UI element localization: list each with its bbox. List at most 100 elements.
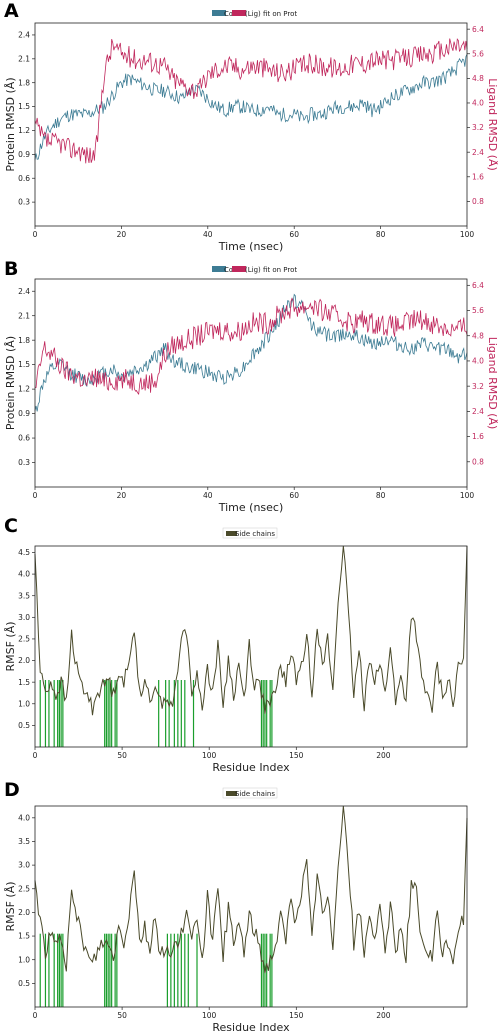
y-tick-label-b-0.3: 0.3: [18, 458, 30, 467]
y2-tick-label-a-4.8: 4.8: [472, 74, 484, 83]
legend-label-ligand-b: (Lig) fit on Prot: [245, 266, 297, 274]
y2-tick-label-b-4.8: 4.8: [472, 331, 484, 340]
y2-tick-label-a-2.4: 2.4: [472, 148, 484, 157]
y-tick-label-a-2.4: 2.4: [18, 31, 30, 40]
x-tick-label-a-40: 40: [203, 230, 213, 239]
panel-letter-d: D: [4, 779, 20, 801]
y-axis-label-d: RMSF (Å): [4, 881, 17, 931]
x-tick-label-d-200: 200: [376, 1011, 391, 1020]
y-tick-label-c-1.5: 1.5: [18, 678, 30, 687]
y-tick-label-b-2.1: 2.1: [18, 311, 30, 320]
x-axis-label-c: Residue Index: [212, 761, 290, 774]
x-tick-label-b-60: 60: [289, 491, 299, 500]
panel-letter-b: B: [4, 258, 19, 280]
y-tick-label-b-1.8: 1.8: [18, 336, 30, 345]
x-tick-label-b-80: 80: [376, 491, 386, 500]
y-tick-label-c-2: 2.0: [18, 656, 30, 665]
x-axis-label-a: Time (nsec): [218, 240, 284, 253]
legend-label-protein-a: Cα: [224, 10, 234, 18]
y-tick-label-c-4.5: 4.5: [18, 548, 30, 557]
x-tick-label-a-80: 80: [376, 230, 386, 239]
x-tick-label-a-60: 60: [289, 230, 299, 239]
y2-tick-label-a-4: 4.0: [472, 99, 484, 108]
y-tick-label-d-4: 4.0: [18, 813, 30, 822]
x-tick-label-a-100: 100: [460, 230, 475, 239]
x-axis-label-b: Time (nsec): [218, 501, 284, 514]
y-tick-label-a-0.9: 0.9: [18, 150, 30, 159]
legend-box-c: [222, 527, 278, 539]
panel-letter-a: A: [4, 0, 19, 22]
y2-tick-label-b-1.6: 1.6: [472, 432, 484, 441]
legend-label-sidechains-c: Side chains: [235, 530, 275, 538]
rmsf-chart-c: 0 50 100 150 200 0.5 1.0 1.5 2.0 2.5 3.0 3.5 4.0 4.5 R…: [4, 527, 468, 774]
y-tick-label-a-2.1: 2.1: [18, 54, 30, 63]
y-tick-label-a-1.5: 1.5: [18, 102, 30, 111]
series-line-protein-b: [34, 293, 468, 412]
x-tick-label-d-150: 150: [289, 1011, 304, 1020]
panel-a: A 0 20 40 60 80 100 0.3 0.6 0.9 1.2 1.5 1.8 2.1 2.4 0.…: [0, 0, 498, 255]
legend-swatch-sidechains-d: [226, 791, 237, 796]
y-tick-label-b-2.4: 2.4: [18, 287, 30, 296]
y-tick-label-d-0.5: 0.5: [18, 979, 30, 988]
y-tick-label-b-0.9: 0.9: [18, 409, 30, 418]
y-tick-label-b-1.2: 1.2: [18, 385, 30, 394]
series-line-protein-a: [34, 54, 468, 161]
x-tick-label-c-200: 200: [376, 751, 391, 760]
rmsf-chart-d: 0 50 100 150 200 0.5 1.0 1.5 2.0 2.5 3.0 3.5 4.0 Resi…: [4, 787, 468, 1031]
x-tick-label-d-0: 0: [33, 1011, 38, 1020]
y-tick-label-d-2.5: 2.5: [18, 884, 30, 893]
panel-c: C 0 50 100 150 200 0.5 1.0 1.5 2.0 2.5 3.0 3.5 4.0 4.…: [0, 515, 498, 775]
y-tick-label-d-1: 1.0: [18, 955, 30, 964]
x-tick-label-b-100: 100: [460, 491, 475, 500]
x-tick-label-b-20: 20: [117, 491, 127, 500]
y2-tick-label-b-0.8: 0.8: [472, 457, 484, 466]
y-tick-label-a-1.8: 1.8: [18, 78, 30, 87]
legend-swatch-ligand-b: [232, 266, 246, 272]
y2-axis-label-b: Ligand RMSD (Å): [486, 337, 498, 430]
y-tick-label-c-2.5: 2.5: [18, 635, 30, 644]
x-tick-label-c-100: 100: [202, 751, 217, 760]
legend-swatch-ligand-a: [232, 10, 246, 16]
y2-tick-label-b-6.4: 6.4: [472, 281, 484, 290]
panel-letter-c: C: [4, 515, 18, 537]
x-tick-label-c-150: 150: [289, 751, 304, 760]
x-tick-label-d-100: 100: [202, 1011, 217, 1020]
legend-swatch-sidechains-c: [226, 531, 237, 536]
y-tick-label-d-2: 2.0: [18, 908, 30, 917]
y2-tick-label-a-6.4: 6.4: [472, 25, 484, 34]
y-tick-label-d-3: 3.0: [18, 861, 30, 870]
y-tick-label-c-4: 4.0: [18, 570, 30, 579]
series-line-ligand-b: [34, 297, 468, 395]
rmsd-chart-a: 0 20 40 60 80 100 0.3 0.6 0.9 1.2 1.5 1.8 2.1 2.4 0.8 1…: [4, 10, 498, 253]
plot-frame-b: [34, 278, 468, 488]
legend-swatch-protein-b: [212, 266, 226, 272]
y-axis-label-c: RMSF (Å): [4, 621, 17, 671]
series-line-sidechains-d: [34, 805, 468, 974]
panel-d: D 0 50 100 150 200 0.5 1.0 1.5 2.0 2.5 3.0 3.5 4.0 Re…: [0, 775, 498, 1031]
plot-frame-d: [34, 805, 468, 1008]
legend-label-protein-b: Cα: [224, 266, 234, 274]
y-tick-label-a-1.2: 1.2: [18, 126, 30, 135]
series-line-ligand-a: [34, 38, 468, 164]
x-tick-label-a-0: 0: [33, 230, 38, 239]
y-tick-label-b-0.6: 0.6: [18, 434, 30, 443]
x-axis-label-d: Residue Index: [212, 1021, 290, 1031]
x-tick-label-a-20: 20: [117, 230, 127, 239]
x-tick-label-c-0: 0: [33, 751, 38, 760]
y2-tick-label-a-1.6: 1.6: [472, 172, 484, 181]
y-tick-label-b-1.5: 1.5: [18, 360, 30, 369]
y-axis-label-b: Protein RMSD (Å): [4, 336, 17, 430]
y2-tick-label-a-0.8: 0.8: [472, 197, 484, 206]
legend-box-d: [222, 787, 278, 799]
x-tick-label-b-40: 40: [203, 491, 213, 500]
legend-label-ligand-a: (Lig) fit on Prot: [245, 10, 297, 18]
panel-b: B 0 20 40 60 80 100 0.3 0.6 0.9 1.2 1.5 1.8 2.1 2.4 0.…: [0, 255, 498, 515]
y2-tick-label-a-5.6: 5.6: [472, 49, 484, 58]
y-tick-label-c-3: 3.0: [18, 613, 30, 622]
y2-tick-label-b-3.2: 3.2: [472, 382, 484, 391]
x-tick-label-c-50: 50: [117, 751, 127, 760]
rmsd-chart-b: 0 20 40 60 80 100 0.3 0.6 0.9 1.2 1.5 1.8 2.1 2.4 0.8 1…: [4, 266, 498, 514]
y2-tick-label-b-4: 4.0: [472, 357, 484, 366]
x-tick-label-d-50: 50: [117, 1011, 127, 1020]
legend-label-sidechains-d: Side chains: [235, 790, 275, 798]
